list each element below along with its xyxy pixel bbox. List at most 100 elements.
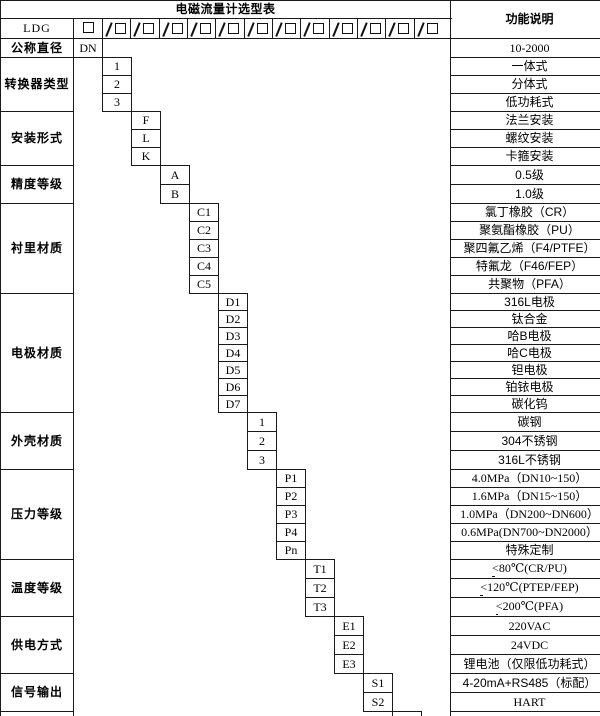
model-box-12[interactable]: [415, 20, 443, 38]
table-row: P4 0.6MPa(DN700~DN2000）: [1, 523, 600, 542]
code-cell[interactable]: T1: [305, 559, 335, 579]
table-row: 2 304不锈钢: [1, 431, 600, 451]
description-cell: 1.0MPa（DN200~DN600）: [450, 505, 600, 524]
spacer-right: [276, 450, 451, 470]
model-box-11[interactable]: [386, 19, 415, 38]
spacer-left: [73, 361, 219, 379]
code-cell[interactable]: A: [160, 165, 190, 185]
model-box-6[interactable]: [245, 19, 273, 38]
section-label-2: 安装形式: [0, 111, 74, 166]
code-cell[interactable]: 3: [102, 93, 132, 112]
spacer-left: [73, 75, 103, 94]
section-label-9: 供电方式: [0, 616, 74, 674]
table-row: T2 <120℃(PTEP/FEP): [1, 578, 600, 598]
code-cell[interactable]: D2: [218, 310, 248, 328]
description-cell: 铂铱电极: [450, 378, 600, 396]
spacer-right: [131, 57, 451, 76]
description-cell: 316L不锈钢: [450, 450, 600, 470]
model-box-square: [228, 23, 240, 34]
code-cell[interactable]: F: [131, 111, 161, 130]
model-box-3[interactable]: [160, 19, 188, 38]
code-cell[interactable]: T3: [305, 597, 335, 617]
code-cell[interactable]: P4: [276, 523, 306, 542]
description-cell: 24VDC: [450, 635, 600, 655]
model-box-square: [171, 23, 183, 34]
code-cell[interactable]: E2: [334, 635, 364, 655]
code-cell[interactable]: C3: [189, 239, 219, 258]
model-box-8[interactable]: [301, 19, 330, 38]
spacer-left: [73, 431, 248, 451]
spacer-left: [73, 257, 190, 276]
table-row: B 1.0级: [1, 184, 600, 204]
code-cell[interactable]: 1: [392, 711, 422, 716]
code-cell[interactable]: B: [160, 184, 190, 204]
code-cell[interactable]: P3: [276, 505, 306, 524]
model-box-square: [285, 23, 297, 34]
description-cell: 钽电极: [450, 361, 600, 379]
code-cell[interactable]: E3: [334, 654, 364, 674]
description-cell: 220VAC: [450, 616, 600, 636]
description-cell: 0.5级: [450, 165, 600, 185]
spacer-left: [73, 111, 132, 130]
spacer-left: [73, 57, 103, 76]
code-cell[interactable]: D3: [218, 327, 248, 345]
code-cell[interactable]: P1: [276, 469, 306, 488]
code-cell[interactable]: D6: [218, 378, 248, 396]
spacer-left: [73, 450, 248, 470]
model-box-5[interactable]: [216, 19, 245, 38]
description-cell: 共聚物（PFA）: [450, 275, 600, 294]
model-box-10[interactable]: [358, 19, 387, 38]
code-cell[interactable]: D5: [218, 361, 248, 379]
model-box-2[interactable]: [131, 19, 160, 38]
less-equal-icon: <: [492, 561, 499, 577]
table-row: 3 316L不锈钢: [1, 450, 600, 470]
table-row: Pn 特殊定制: [1, 541, 600, 560]
code-cell[interactable]: L: [131, 129, 161, 148]
spacer-right: [247, 344, 451, 362]
code-cell[interactable]: 2: [247, 431, 277, 451]
spacer-right: [160, 147, 451, 166]
model-box-7[interactable]: [273, 19, 302, 38]
slash-icon: [390, 22, 398, 36]
code-cell[interactable]: C1: [189, 203, 219, 222]
model-box-0[interactable]: [73, 18, 103, 39]
code-cell[interactable]: S1: [363, 673, 393, 693]
table-row: C2 聚氨酯橡胶（PU）: [1, 221, 600, 240]
code-cell[interactable]: C5: [189, 275, 219, 294]
code-cell[interactable]: D7: [218, 395, 248, 413]
spacer-right: [305, 541, 451, 560]
description-cell: 4.0MPa（DN10~150）: [450, 469, 600, 488]
spacer-right: [247, 361, 451, 379]
code-cell[interactable]: 2: [102, 75, 132, 94]
code-cell[interactable]: S2: [363, 692, 393, 712]
code-cell[interactable]: Pn: [276, 541, 306, 560]
code-cell[interactable]: C2: [189, 221, 219, 240]
code-cell[interactable]: 3: [247, 450, 277, 470]
spacer-right: [305, 469, 451, 488]
title-row: 电磁流量计选型表 功能说明: [0, 0, 600, 39]
table-row: 安装形式 F 法兰安装: [0, 111, 600, 166]
code-cell[interactable]: D1: [218, 293, 248, 311]
code-cell[interactable]: D4: [218, 344, 248, 362]
model-box-4[interactable]: [188, 19, 217, 38]
code-cell[interactable]: K: [131, 147, 161, 166]
description-cell: <200℃(PFA): [450, 597, 600, 617]
code-cell[interactable]: C4: [189, 257, 219, 276]
code-cell[interactable]: T2: [305, 578, 335, 598]
spacer-right: [102, 38, 451, 58]
spacer-left: [73, 541, 277, 560]
code-cell[interactable]: E1: [334, 616, 364, 636]
code-cell[interactable]: P2: [276, 487, 306, 506]
model-code-row: LDG: [0, 18, 600, 39]
spacer-left: [73, 310, 219, 328]
spacer-left: [73, 129, 132, 148]
spacer-right: [392, 673, 451, 693]
model-box-square: [115, 23, 127, 34]
code-cell[interactable]: 1: [247, 412, 277, 432]
model-box-1[interactable]: [104, 19, 132, 38]
code-cell[interactable]: DN: [73, 38, 103, 58]
description-cell: 304不锈钢: [450, 431, 600, 451]
code-cell[interactable]: 1: [102, 57, 132, 76]
model-box-9[interactable]: [330, 19, 358, 38]
